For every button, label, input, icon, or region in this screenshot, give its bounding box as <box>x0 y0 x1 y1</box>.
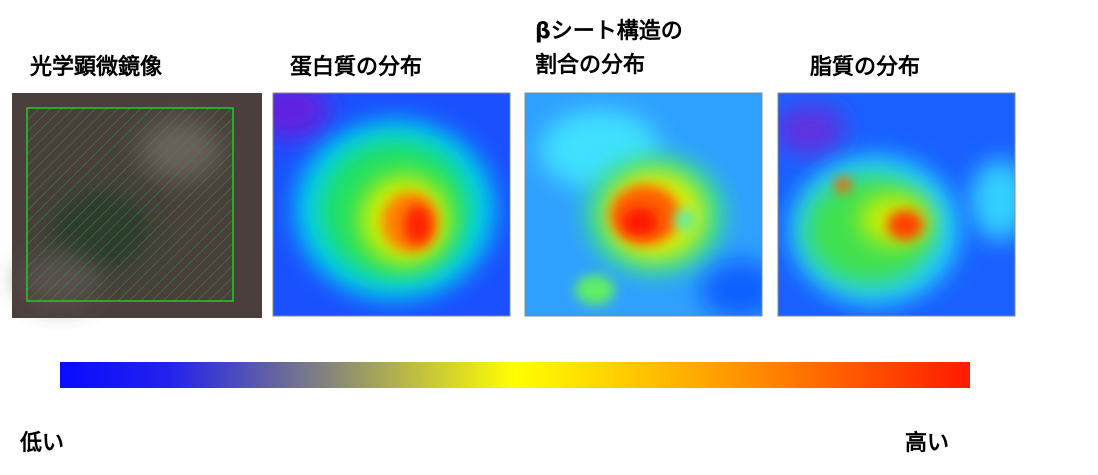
panel-label: 光学顕微鏡像 <box>29 54 163 80</box>
panel-label: 割合の分布 <box>535 52 645 78</box>
beta-sheet-map <box>525 93 762 316</box>
panel-frame <box>777 92 1016 317</box>
colorbar-low: 低い <box>19 431 64 456</box>
optical-image <box>12 93 262 318</box>
panel-frame <box>272 92 511 317</box>
panel-label: 脂質の分布 <box>810 54 920 80</box>
lipid-map <box>778 93 1015 316</box>
protein-map <box>273 93 510 316</box>
panel-label: βシート構造の <box>535 18 683 44</box>
colorbar-high: 高い <box>905 430 949 456</box>
panel-frame <box>524 92 763 317</box>
colorbar <box>60 362 970 388</box>
panel-label: 蛋白質の分布 <box>290 54 422 80</box>
